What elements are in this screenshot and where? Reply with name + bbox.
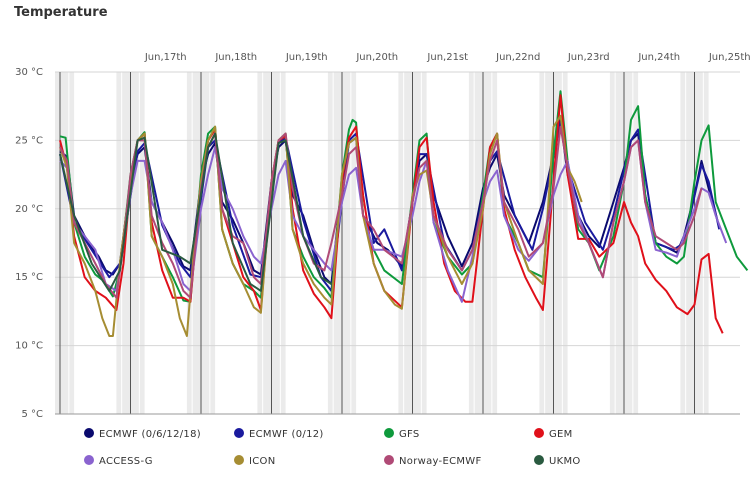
legend-item[interactable]: UKMO: [534, 455, 581, 467]
x-tick-label: Jun,17th: [144, 52, 187, 63]
series-line: [59, 125, 703, 299]
legend-swatch: [84, 428, 94, 438]
legend-swatch: [234, 455, 244, 465]
y-tick-label: 25 °C: [15, 135, 43, 146]
legend-swatch: [84, 455, 94, 465]
legend-label: ACCESS-G: [99, 456, 153, 467]
x-tick-label: Jun,24th: [637, 52, 680, 63]
series-line: [59, 121, 721, 292]
x-tick-label: Jun,25th: [708, 52, 751, 63]
chart-title: Temperature: [14, 5, 108, 20]
legend-item[interactable]: ECMWF (0/6/12/18): [84, 428, 201, 440]
legend-item[interactable]: Norway-ECMWF: [384, 455, 482, 467]
legend-swatch: [534, 428, 544, 438]
y-tick-label: 20 °C: [15, 204, 43, 215]
y-tick-label: 10 °C: [15, 341, 43, 352]
y-tick-label: 5 °C: [21, 409, 43, 420]
legend-swatch: [384, 428, 394, 438]
legend-label: ECMWF (0/12): [249, 429, 324, 440]
night-band: [55, 72, 75, 414]
legend-item[interactable]: GFS: [384, 428, 420, 440]
legend-swatch: [384, 455, 394, 465]
x-tick-label: Jun,18th: [214, 52, 257, 63]
legend-label: UKMO: [549, 456, 581, 467]
series-line: [59, 90, 749, 303]
x-tick-label: Jun,21st: [426, 52, 468, 63]
legend-item[interactable]: ECMWF (0/12): [234, 428, 324, 440]
y-tick-label: 15 °C: [15, 272, 43, 283]
x-tick-label: Jun,23rd: [567, 52, 610, 63]
legend-label: GFS: [399, 429, 420, 440]
x-tick-label: Jun,22nd: [495, 52, 540, 63]
legend-swatch: [534, 455, 544, 465]
legend-label: GEM: [549, 429, 573, 440]
series-line: [59, 132, 332, 292]
legend-label: ECMWF (0/6/12/18): [99, 429, 201, 440]
temperature-chart: 5 °C 10 °C 15 °C 20 °C 25 °C 30 °C Jun,17th Jun…: [15, 52, 751, 420]
legend-item[interactable]: GEM: [534, 428, 573, 440]
x-tick-label: Jun,19th: [285, 52, 328, 63]
legend-label: ICON: [249, 456, 276, 467]
legend-swatch: [234, 428, 244, 438]
legend-item[interactable]: ACCESS-G: [84, 455, 153, 467]
y-tick-label: 30 °C: [15, 67, 43, 78]
x-tick-label: Jun,20th: [355, 52, 398, 63]
legend-label: Norway-ECMWF: [399, 456, 482, 467]
legend-item[interactable]: ICON: [234, 455, 275, 467]
